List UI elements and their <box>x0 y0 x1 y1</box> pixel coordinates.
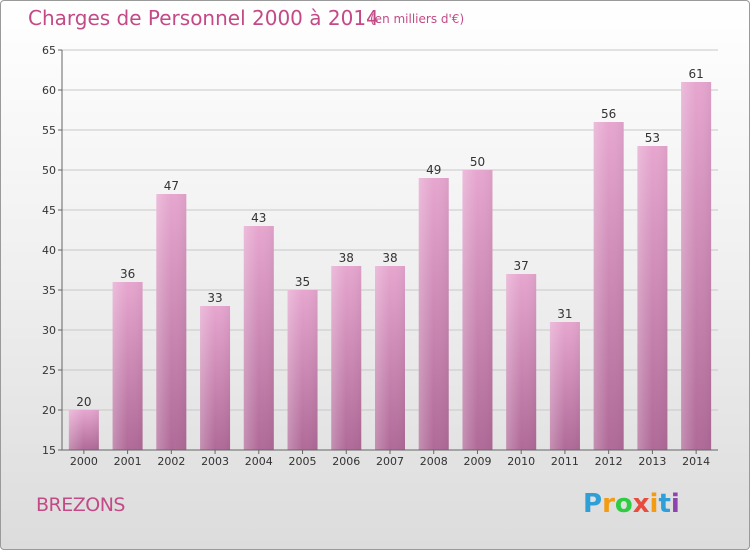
commune-name: BREZONS <box>36 494 126 516</box>
logo-letter: t <box>658 489 671 519</box>
y-tick-label: 55 <box>42 124 56 137</box>
bar-shine <box>112 282 143 450</box>
y-tick-label: 65 <box>42 44 56 57</box>
x-tick-label: 2013 <box>638 455 666 468</box>
proxiti-logo: Proxiti <box>583 489 680 519</box>
bar-shine <box>287 290 318 450</box>
logo-letter: i <box>649 489 659 519</box>
x-tick-label: 2002 <box>157 455 185 468</box>
x-tick-label: 2003 <box>201 455 229 468</box>
y-tick-label: 15 <box>42 444 56 457</box>
bar-value-label: 43 <box>251 211 266 225</box>
bar-value-label: 37 <box>514 259 529 273</box>
x-tick-label: 2006 <box>332 455 360 468</box>
bar-value-label: 31 <box>557 307 572 321</box>
bar-value-label: 47 <box>164 179 179 193</box>
bar-shine <box>156 194 187 450</box>
x-tick-label: 2001 <box>114 455 142 468</box>
y-tick-label: 35 <box>42 284 56 297</box>
bar-value-label: 50 <box>470 155 485 169</box>
bar-value-label: 53 <box>645 131 660 145</box>
bar-shine <box>200 306 231 450</box>
logo-letter: P <box>583 489 603 519</box>
axes: 15 20 25 30 35 40 45 50 55 60 65 2000 2001 2002 2003 20… <box>42 44 718 468</box>
y-tick-label: 20 <box>42 404 56 417</box>
y-tick-label: 50 <box>42 164 56 177</box>
bar-shine <box>681 82 712 450</box>
bar-value-label: 38 <box>382 251 397 265</box>
x-tick-label: 2005 <box>289 455 317 468</box>
logo-letter: r <box>602 489 615 519</box>
bar-value-label: 38 <box>339 251 354 265</box>
y-tick-label: 25 <box>42 364 56 377</box>
bars: 20 36 47 33 43 35 38 38 49 50 37 31 56 53 61 <box>68 67 712 450</box>
x-tick-label: 2010 <box>507 455 535 468</box>
bar-shine <box>593 122 624 450</box>
x-tick-label: 2007 <box>376 455 404 468</box>
x-tick-label: 2014 <box>682 455 710 468</box>
bar-value-label: 33 <box>207 291 222 305</box>
bar-shine <box>418 178 449 450</box>
x-tick-label: 2011 <box>551 455 579 468</box>
bar-value-label: 61 <box>688 67 703 81</box>
bar-value-label: 49 <box>426 163 441 177</box>
bar-shine <box>637 146 668 450</box>
y-tick-label: 30 <box>42 324 56 337</box>
bar-value-label: 36 <box>120 267 135 281</box>
x-tick-label: 2008 <box>420 455 448 468</box>
logo-letter: i <box>670 489 680 519</box>
y-tick-label: 40 <box>42 244 56 257</box>
bar-shine <box>243 226 274 450</box>
bar-shine <box>68 410 99 450</box>
bar-shine <box>549 322 580 450</box>
logo-letter: o <box>614 489 633 519</box>
bar-shine <box>375 266 405 450</box>
bar-value-label: 20 <box>76 395 91 409</box>
bar-value-label: 56 <box>601 107 616 121</box>
chart-title: Charges de Personnel 2000 à 2014 <box>28 6 379 30</box>
logo-letter: x <box>632 489 650 519</box>
x-tick-label: 2009 <box>463 455 491 468</box>
y-tick-label: 60 <box>42 84 56 97</box>
chart-subtitle: (en milliers d'€) <box>370 12 465 26</box>
x-tick-label: 2000 <box>70 455 98 468</box>
x-tick-label: 2012 <box>595 455 623 468</box>
y-tick-label: 45 <box>42 204 56 217</box>
bar-value-label: 35 <box>295 275 310 289</box>
x-tick-label: 2004 <box>245 455 273 468</box>
bar-shine <box>462 170 493 450</box>
bar-shine <box>331 266 362 450</box>
bar-shine <box>506 274 537 450</box>
